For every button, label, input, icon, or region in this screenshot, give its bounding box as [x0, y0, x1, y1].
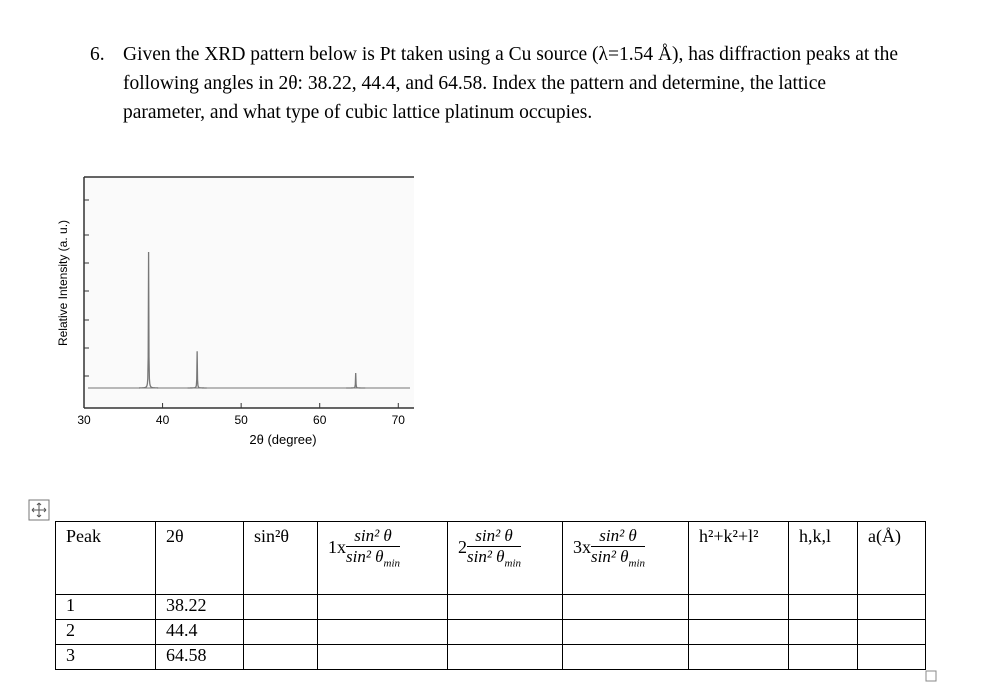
header-text: h,k,l: [799, 526, 832, 546]
cell: [243, 619, 318, 645]
cell: 38.22: [155, 594, 244, 620]
question: 6. Given the XRD pattern below is Pt tak…: [90, 40, 900, 127]
fraction-subscript: min: [628, 557, 646, 570]
cell: 44.4: [155, 619, 244, 645]
fraction-denominator: sin² θmin: [467, 546, 522, 570]
header-cell: 2 sin² θ sin² θmin: [447, 521, 563, 595]
y-label: Relative Intensity (a. u.): [56, 220, 70, 346]
cell: [788, 594, 858, 620]
header-cell: h,k,l: [788, 521, 858, 595]
fraction-denominator: sin² θmin: [346, 546, 401, 570]
question-number: 6.: [90, 44, 105, 65]
fraction-prefix: 3x: [573, 537, 591, 558]
header-cell: 1x sin² θ sin² θmin: [317, 521, 448, 595]
cell: 64.58: [155, 644, 244, 670]
fraction-numerator: sin² θ: [354, 526, 392, 545]
plot: 30 40 50 60 70: [77, 199, 410, 427]
header-cell: sin²θ: [243, 521, 318, 595]
cell: [317, 644, 448, 670]
row: 1 38.22: [55, 594, 926, 620]
x-tick-label: 50: [234, 413, 248, 427]
cell: [447, 619, 563, 645]
question-text: Given the XRD pattern below is Pt taken …: [123, 44, 899, 123]
header-text: sin²θ: [254, 526, 290, 546]
table: Peak 2θ sin²θ 1x sin² θ sin² θmin 2 sin² θ sin² …: [55, 521, 926, 670]
cell: [447, 594, 563, 620]
fraction-numerator: sin² θ: [475, 526, 513, 545]
header-cell: 3x sin² θ sin² θmin: [562, 521, 689, 595]
cell: [317, 594, 448, 620]
cell: [688, 594, 789, 620]
cell: 2: [55, 619, 156, 645]
cell: [788, 644, 858, 670]
x-tick-label: 40: [156, 413, 170, 427]
cell: [243, 594, 318, 620]
row: 3 64.58: [55, 644, 926, 670]
cell: 3: [55, 644, 156, 670]
header-text: h²+k²+l²: [699, 526, 759, 546]
cell: [688, 644, 789, 670]
cell: [447, 644, 563, 670]
peak: [138, 251, 159, 389]
fraction-numerator: sin² θ: [599, 526, 637, 545]
cell: [688, 619, 789, 645]
fraction-prefix: 1x: [328, 537, 346, 558]
header-text: Peak: [66, 526, 101, 546]
plot-area: [84, 177, 414, 408]
fraction: sin² θ sin² θmin: [591, 526, 646, 570]
cell: [857, 594, 926, 620]
x-label: 2θ (degree): [249, 432, 316, 447]
fraction: sin² θ sin² θmin: [467, 526, 522, 570]
peak: [187, 351, 207, 389]
row: 2 44.4: [55, 619, 926, 645]
cell: [317, 619, 448, 645]
fraction: sin² θ sin² θmin: [346, 526, 401, 570]
resize-handle[interactable]: [925, 670, 937, 682]
fraction-prefix: 2: [458, 537, 467, 558]
peak: [346, 373, 366, 389]
cell: [857, 644, 926, 670]
cell: 1: [55, 594, 156, 620]
cell: [788, 619, 858, 645]
cell: [562, 594, 689, 620]
header-cell: 2θ: [155, 521, 244, 595]
cell: [243, 644, 318, 670]
header-cell: a(Å): [857, 521, 926, 595]
header-row: Peak 2θ sin²θ 1x sin² θ sin² θmin 2 sin² θ sin² …: [55, 521, 926, 595]
header-cell: h²+k²+l²: [688, 521, 789, 595]
cell: [562, 619, 689, 645]
x-tick-label: 70: [392, 413, 406, 427]
fraction-subscript: min: [383, 557, 401, 570]
header-text: a(Å): [868, 526, 901, 546]
fraction-subscript: min: [504, 557, 522, 570]
header-text: 2θ: [166, 526, 184, 546]
x-tick-label: 30: [77, 413, 91, 427]
cell: [857, 619, 926, 645]
table-handle[interactable]: [28, 499, 50, 521]
x-tick-label: 60: [313, 413, 327, 427]
header-cell: Peak: [55, 521, 156, 595]
fraction-denominator: sin² θmin: [591, 546, 646, 570]
cell: [562, 644, 689, 670]
